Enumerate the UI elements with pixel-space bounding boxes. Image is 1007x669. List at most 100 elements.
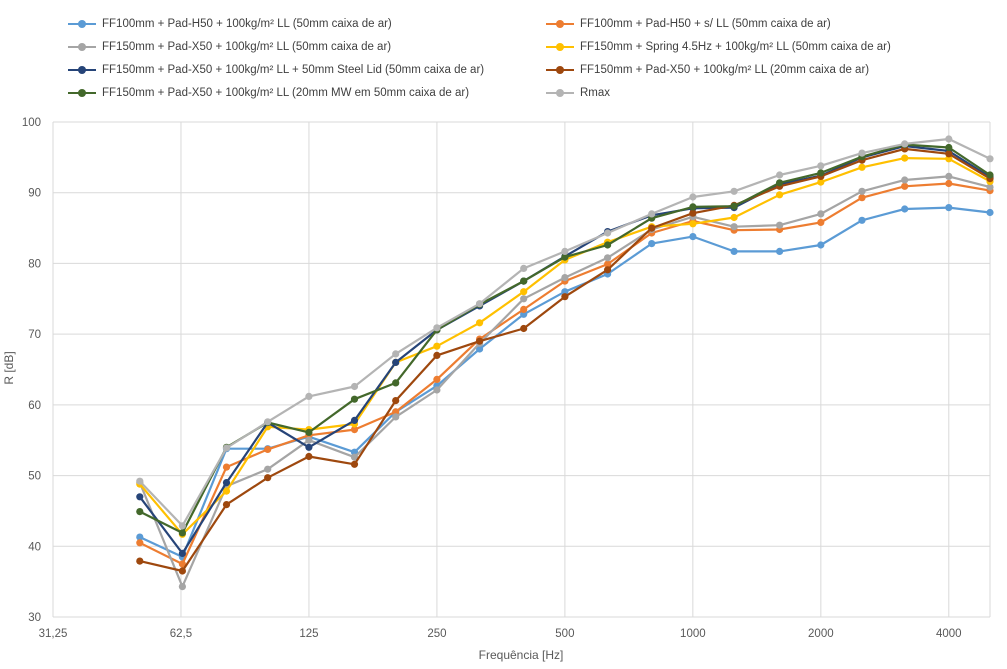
data-point [986,155,994,163]
data-point [817,218,825,226]
data-point [945,179,953,188]
data-point [305,452,313,461]
data-point [730,247,738,255]
x-tick-label: 31,25 [39,628,68,640]
legend-item: FF150mm + Pad-X50 + 100kg/m² LL + 50mm S… [68,61,484,79]
legend-swatch [68,18,96,30]
data-point [136,477,144,485]
data-point [178,522,186,530]
data-point [178,529,186,537]
data-point [858,216,866,224]
y-tick-label: 70 [28,329,41,341]
data-point [604,254,612,262]
legend-swatch [546,41,574,53]
x-tick-label: 62,5 [170,628,192,640]
data-point [476,319,484,327]
data-point [561,293,569,301]
y-tick-label: 60 [28,400,41,412]
data-point [561,247,569,255]
legend-swatch [546,87,574,99]
series-3 [136,172,994,591]
data-point [476,300,484,308]
data-point [305,443,313,451]
x-tick-label: 4000 [936,628,962,640]
data-point [178,549,186,558]
data-point [986,171,994,179]
data-point [648,240,656,248]
data-point [986,183,994,191]
data-point [520,264,528,272]
data-point [433,351,441,359]
data-point [901,176,909,184]
data-point [350,426,359,434]
axes: 30 40 50 60 70 80 90 100 31,25 62,5 125 250 500 1000 2… [22,117,962,640]
y-axis-title: R [dB] [2,351,16,384]
data-point [901,140,909,148]
data-point [858,187,866,195]
data-point [433,386,441,394]
data-point [561,288,569,296]
data-point [945,204,953,212]
legend-item: FF100mm + Pad-H50 + 100kg/m² LL (50mm ca… [68,15,392,33]
data-point [136,539,144,547]
legend-swatch [546,18,574,30]
data-point [776,171,784,179]
y-tick-label: 50 [28,471,41,483]
x-tick-label: 2000 [808,628,834,640]
legend-item: FF150mm + Spring 4.5Hz + 100kg/m² LL (50… [546,38,891,56]
x-tick-label: 250 [427,628,446,640]
data-point [305,392,313,400]
data-point [264,418,272,426]
data-point [178,560,186,568]
data-point [350,416,359,424]
series-6 [136,145,994,575]
data-point [776,179,784,187]
data-point [136,533,144,541]
data-point [392,358,400,366]
data-point [776,191,784,199]
data-point [604,260,612,268]
data-point [136,508,144,516]
data-point [945,172,953,180]
x-tick-label: 125 [299,628,318,640]
data-point [689,193,697,201]
data-point [305,436,313,444]
data-point [264,465,272,473]
y-tick-label: 90 [28,188,41,200]
data-point [476,337,484,345]
legend-label: FF100mm + Pad-H50 + s/ LL (50mm caixa de… [580,18,831,30]
data-point [858,163,866,171]
data-point [817,169,825,177]
data-point [604,241,612,249]
data-point [178,583,186,591]
data-point [901,205,909,213]
data-point [222,444,231,452]
legend-label: Rmax [580,87,611,99]
data-point [392,350,400,358]
data-point [264,445,272,453]
data-point [730,213,738,222]
data-point [520,324,528,333]
data-point [945,150,953,158]
y-tick-label: 100 [22,117,41,129]
y-tick-label: 40 [28,541,41,553]
data-point [858,194,866,202]
x-axis-title: Frequência [Hz] [479,648,564,662]
legend-label: FF150mm + Spring 4.5Hz + 100kg/m² LL (50… [580,41,891,53]
data-point [392,397,400,405]
data-point [561,274,569,282]
data-point [689,209,697,217]
legend-label: FF100mm + Pad-H50 + 100kg/m² LL (50mm ca… [102,18,392,30]
legend: FF100mm + Pad-H50 + 100kg/m² LL (50mm ca… [0,0,1007,110]
data-point [520,295,528,303]
data-point [392,413,400,421]
data-point [520,305,528,313]
legend-label: FF150mm + Pad-X50 + 100kg/m² LL + 50mm S… [102,64,485,76]
data-point [222,501,231,509]
data-point [817,210,825,218]
data-point [945,143,953,152]
data-point [858,149,866,157]
data-point [648,210,656,218]
data-point [520,288,528,296]
